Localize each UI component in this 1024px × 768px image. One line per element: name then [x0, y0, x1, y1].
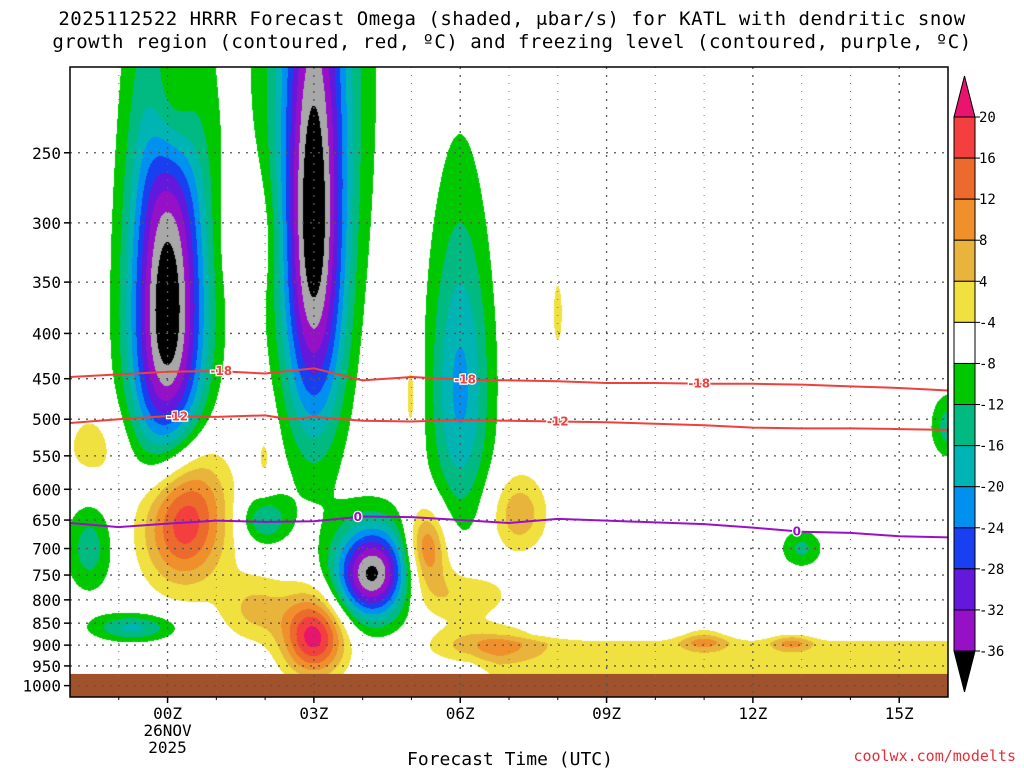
dgz-minus-12-label-1: -12: [547, 415, 569, 429]
ytick-label-700: 700: [32, 540, 61, 559]
colorbar-label-13: -36: [979, 644, 1004, 660]
y-axis-ticks: 250 300 350 400 450 500 550 600 650 700 750 800 850 9…: [22, 144, 70, 696]
ytick-label-450: 450: [32, 370, 61, 389]
colorbar-box-9: [953, 486, 976, 529]
colorbar-box-6: [953, 362, 976, 406]
colorbar: 20 16 12 8 4 -4 -8 -12 -16 -20 -24 -28 -32 -36: [953, 75, 1004, 693]
xtick-label-06Z: 06Z: [446, 704, 475, 723]
ytick-label-600: 600: [32, 480, 61, 499]
xtick-label-12Z: 12Z: [738, 704, 767, 723]
colorbar-box-3: [953, 239, 976, 282]
xtick-year: 2025: [148, 738, 187, 757]
colorbar-label-10: -24: [979, 521, 1004, 537]
dgz-minus-18-label-0: -18: [210, 364, 232, 378]
ytick-label-1000: 1000: [22, 677, 61, 696]
ground-surface: [70, 673, 948, 697]
colorbar-box-8: [953, 445, 976, 488]
dgz-minus-12-line: [70, 414, 948, 431]
colorbar-box-10: [953, 527, 976, 570]
ytick-label-950: 950: [32, 657, 61, 676]
title-line-1: 2025112522 HRRR Forecast Omega (shaded, …: [58, 8, 966, 30]
colorbar-label-4: 4: [979, 274, 987, 290]
ytick-label-350: 350: [32, 273, 61, 292]
colorbar-arrow-bottom: [953, 650, 976, 693]
xtick-label-00Z: 00Z: [153, 704, 182, 723]
xtick-label-15Z: 15Z: [885, 704, 914, 723]
colorbar-label-6: -8: [979, 356, 996, 372]
ytick-label-300: 300: [32, 214, 61, 233]
colorbar-label-2: 12: [979, 192, 996, 208]
freezing-level-0-label-1: 0: [793, 524, 801, 538]
ytick-label-750: 750: [32, 566, 61, 585]
chart-title: 2025112522 HRRR Forecast Omega (shaded, …: [0, 8, 1024, 54]
colorbar-label-5: -4: [979, 315, 996, 331]
colorbar-label-8: -16: [979, 439, 1004, 455]
xtick-label-09Z: 09Z: [592, 704, 621, 723]
colorbar-box-12: [953, 609, 976, 652]
omega-shading-image: [70, 67, 948, 697]
dgz-minus-18-label-2: -18: [688, 377, 710, 391]
freezing-level-0-line: [70, 515, 948, 539]
colorbar-box-0: [953, 116, 976, 159]
colorbar-label-3: 8: [979, 233, 987, 249]
dgz-minus-18-label-1: -18: [454, 373, 476, 387]
freezing-level-0-label-0: 0: [354, 510, 362, 524]
ytick-label-800: 800: [32, 591, 61, 610]
title-line-2: growth region (contoured, red, ºC) and f…: [52, 31, 972, 53]
ytick-label-850: 850: [32, 614, 61, 633]
colorbar-arrow-top: [953, 75, 976, 118]
ytick-label-900: 900: [32, 636, 61, 655]
contour-lines: -18 -18 -18 -12 -12 0 0: [70, 363, 948, 540]
colorbar-label-0: 20: [979, 110, 996, 126]
colorbar-label-12: -32: [979, 603, 1004, 619]
colorbar-box-4: [953, 280, 976, 323]
colorbar-box-2: [953, 198, 976, 241]
ytick-label-650: 650: [32, 511, 61, 530]
ytick-label-250: 250: [32, 144, 61, 163]
colorbar-box-7: [953, 404, 976, 447]
gridlines: [70, 67, 948, 697]
x-axis-label: Forecast Time (UTC): [407, 749, 613, 768]
colorbar-box-11: [953, 568, 976, 611]
colorbar-label-1: 16: [979, 151, 996, 167]
colorbar-label-11: -28: [979, 562, 1004, 578]
xtick-label-03Z: 03Z: [299, 704, 328, 723]
credit-link[interactable]: coolwx.com/modelts: [853, 747, 1016, 765]
colorbar-box-5: [953, 321, 976, 364]
dgz-minus-18-line: [70, 367, 948, 392]
ytick-label-400: 400: [32, 324, 61, 343]
xtick-date: 26NOV: [143, 721, 192, 740]
colorbar-label-7: -12: [979, 398, 1004, 414]
colorbar-box-1: [953, 157, 976, 200]
colorbar-label-9: -20: [979, 480, 1004, 496]
omega-heatmap: [70, 67, 948, 697]
ytick-label-550: 550: [32, 447, 61, 466]
dgz-minus-12-label-0: -12: [166, 409, 188, 423]
ytick-label-500: 500: [32, 410, 61, 429]
